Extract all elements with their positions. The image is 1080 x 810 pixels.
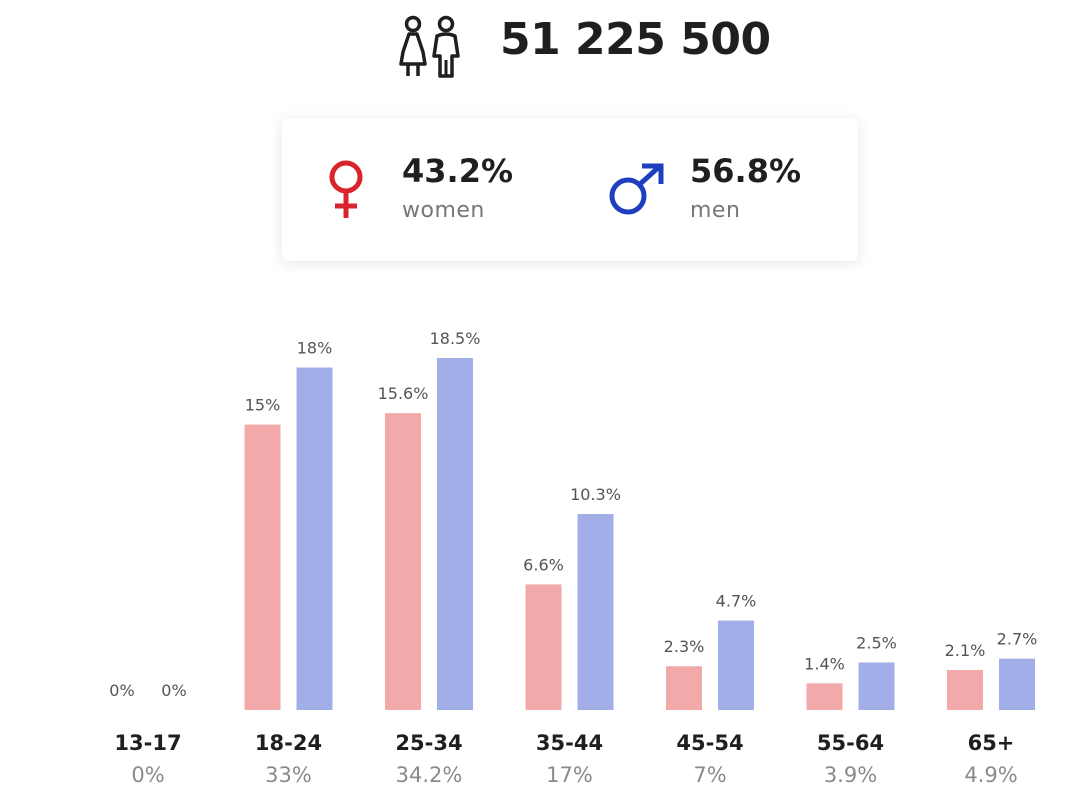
bar-women-65+ bbox=[947, 670, 983, 710]
bar-men-45-54 bbox=[718, 620, 754, 710]
bar-men-65+ bbox=[999, 658, 1035, 710]
category-total-65+: 4.9% bbox=[964, 763, 1017, 787]
bar-label-women-45-54: 2.3% bbox=[664, 637, 705, 656]
category-total-18-24: 33% bbox=[265, 763, 312, 787]
gender-summary-card: 43.2% women 56.8% men bbox=[282, 118, 858, 261]
category-total-25-34: 34.2% bbox=[396, 763, 463, 787]
bar-women-35-44 bbox=[525, 584, 562, 710]
category-label-55-64: 55-64 bbox=[817, 731, 884, 755]
bar-label-women-35-44: 6.6% bbox=[523, 555, 564, 574]
bar-label-men-45-54: 4.7% bbox=[716, 592, 757, 611]
people-icon bbox=[399, 15, 460, 78]
bar-women-18-24 bbox=[244, 424, 281, 710]
bar-men-35-44 bbox=[577, 514, 614, 710]
category-label-25-34: 25-34 bbox=[395, 731, 462, 755]
category-total-55-64: 3.9% bbox=[824, 763, 877, 787]
total-population: 51 225 500 bbox=[500, 14, 771, 65]
category-label-18-24: 18-24 bbox=[255, 731, 322, 755]
bar-women-45-54 bbox=[666, 666, 702, 710]
women-percent: 43.2% bbox=[402, 152, 514, 190]
category-total-13-17: 0% bbox=[131, 763, 164, 787]
women-label: women bbox=[402, 198, 485, 223]
bar-label-women-55-64: 1.4% bbox=[804, 654, 845, 673]
category-total-35-44: 17% bbox=[546, 763, 593, 787]
bar-label-women-65+: 2.1% bbox=[945, 641, 986, 660]
bar-men-55-64 bbox=[858, 662, 895, 710]
bar-label-women-18-24: 15% bbox=[245, 396, 281, 415]
bar-label-men-25-34: 18.5% bbox=[430, 329, 481, 348]
bar-label-men-18-24: 18% bbox=[297, 339, 333, 358]
header: 51 225 500 bbox=[0, 0, 1080, 90]
category-label-65+: 65+ bbox=[968, 731, 1015, 755]
female-symbol-icon bbox=[329, 160, 363, 218]
male-symbol-icon bbox=[609, 163, 664, 215]
men-percent: 56.8% bbox=[690, 152, 802, 190]
bar-women-55-64 bbox=[806, 683, 843, 710]
category-label-13-17: 13-17 bbox=[114, 731, 181, 755]
category-label-35-44: 35-44 bbox=[536, 731, 603, 755]
category-total-45-54: 7% bbox=[693, 763, 726, 787]
category-label-45-54: 45-54 bbox=[676, 731, 743, 755]
bar-men-25-34 bbox=[437, 358, 473, 710]
men-label: men bbox=[690, 198, 741, 223]
bar-women-25-34 bbox=[385, 413, 421, 710]
bar-label-women-25-34: 15.6% bbox=[378, 384, 429, 403]
bar-label-men-65+: 2.7% bbox=[997, 630, 1038, 649]
bar-label-women-13-17: 0% bbox=[109, 681, 134, 700]
bar-label-men-13-17: 0% bbox=[161, 681, 186, 700]
age-gender-bar-chart: 0% 0% 13-17 0% 15% 18% 18-24 33% 15.6% 18.5% 25-34… bbox=[109, 329, 1038, 787]
bar-label-men-35-44: 10.3% bbox=[570, 485, 621, 504]
bar-label-men-55-64: 2.5% bbox=[856, 633, 897, 652]
bar-men-18-24 bbox=[296, 367, 333, 710]
